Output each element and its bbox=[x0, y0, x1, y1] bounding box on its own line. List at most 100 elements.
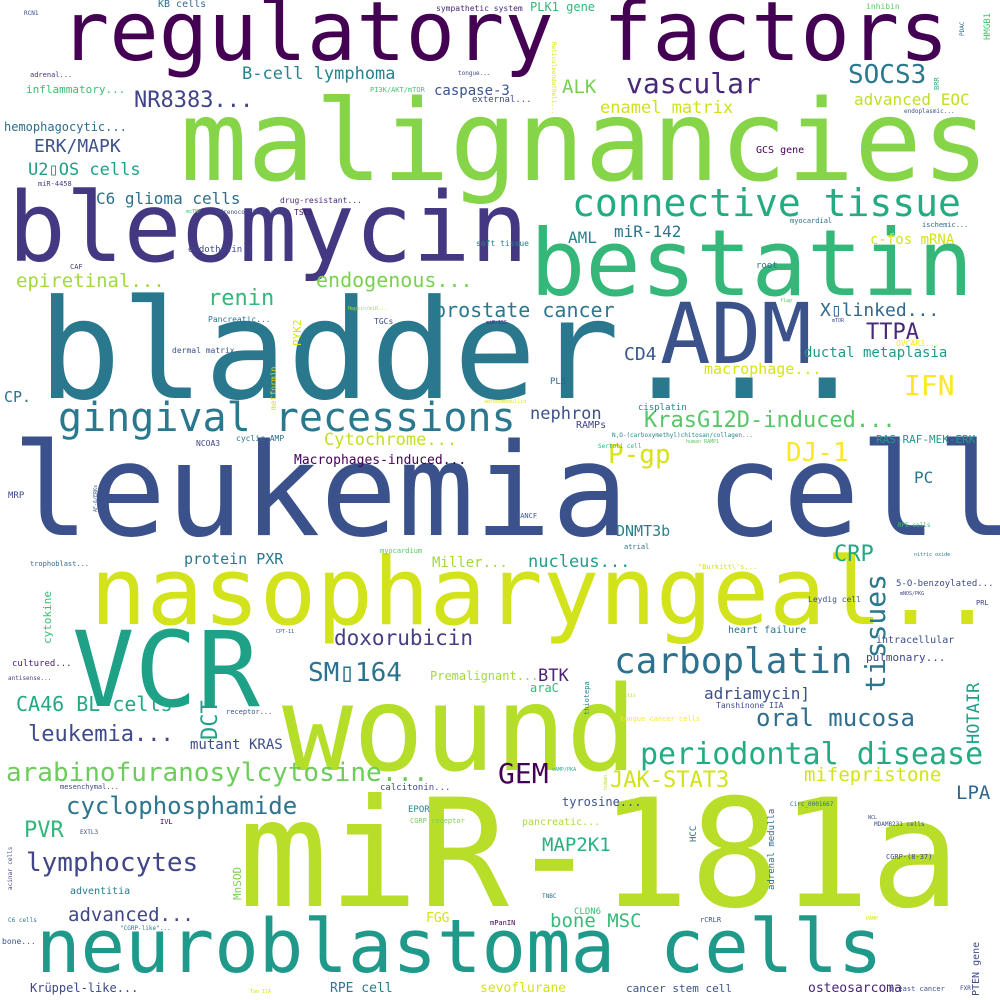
word-cloud-term: adrenal medulla bbox=[767, 808, 777, 890]
word-cloud-term: nephron bbox=[530, 404, 602, 424]
word-cloud-term: RAS-RAF-MEK-ERK bbox=[876, 433, 976, 446]
word-cloud-term: human RAMP1 bbox=[686, 439, 720, 445]
word-cloud-term: endoplasmic... bbox=[904, 108, 955, 115]
word-cloud-term: miR-155 bbox=[486, 320, 508, 326]
word-cloud-term: MnSOD bbox=[231, 866, 244, 900]
word-cloud-term: prostate cancer bbox=[434, 298, 615, 322]
word-cloud-term: Tanshinone IIA bbox=[716, 701, 784, 710]
word-cloud-term: advanced... bbox=[68, 904, 194, 926]
word-cloud-term: IVL bbox=[160, 818, 173, 826]
word-cloud-term: pulmonary... bbox=[866, 651, 946, 664]
word-cloud-term: DCT bbox=[198, 700, 223, 740]
word-cloud-term: Premalignant... bbox=[430, 669, 539, 683]
word-cloud-term: PTEN gene bbox=[971, 941, 982, 996]
word-cloud-term: AML bbox=[568, 228, 597, 247]
word-cloud-term: PLB bbox=[550, 377, 567, 387]
word-cloud-term: bone MSC bbox=[550, 910, 642, 932]
word-cloud-term: miR-4458 bbox=[38, 180, 72, 188]
word-cloud-term: CRP bbox=[834, 542, 874, 567]
word-cloud-term: sympathetic system bbox=[436, 4, 523, 13]
word-cloud-term: gingival recessions bbox=[58, 395, 516, 441]
word-cloud-term: KB cells bbox=[158, 0, 207, 10]
word-cloud-term: tissues bbox=[859, 573, 892, 692]
word-cloud-term: sevoflurane bbox=[480, 981, 567, 996]
word-cloud-term: receptor... bbox=[226, 708, 273, 716]
word-cloud-term: inhibin bbox=[866, 2, 900, 11]
word-cloud-term: C6 cells bbox=[8, 917, 37, 924]
word-cloud-term: flap bbox=[780, 298, 793, 304]
word-cloud-term: oral mucosa bbox=[756, 704, 915, 732]
word-cloud-term: leukemia... bbox=[28, 722, 174, 747]
word-cloud-term: PLK1 gene bbox=[530, 0, 596, 14]
word-cloud-term: wound bbox=[282, 660, 638, 798]
word-cloud-term: heart failure bbox=[728, 625, 807, 636]
word-cloud-term: LPA bbox=[956, 782, 991, 804]
word-cloud-term: ERK/MAPK bbox=[34, 136, 121, 157]
word-cloud-term: arabinofuranosylcytosine... bbox=[6, 758, 429, 788]
word-cloud-term: TSCs bbox=[294, 208, 314, 217]
word-cloud-term: Hepsin/miR... bbox=[348, 306, 388, 312]
word-cloud-term: nasopharyngeal... bbox=[90, 538, 1000, 647]
word-cloud-term: NCL bbox=[868, 815, 878, 821]
word-cloud-term: TTPA bbox=[866, 320, 919, 345]
word-cloud-term: GEM bbox=[498, 757, 549, 790]
word-cloud-term: human... bbox=[603, 765, 609, 790]
word-cloud-term: doxorubicin bbox=[334, 626, 474, 650]
word-cloud-term: malignancies bbox=[180, 77, 990, 207]
word-cloud-term: adrenocortical cell bbox=[216, 209, 285, 216]
word-cloud-term: GCS gene bbox=[756, 145, 805, 156]
word-cloud-term: drug-resistant... bbox=[280, 196, 362, 205]
word-cloud-term: bone... bbox=[2, 937, 36, 946]
word-cloud-term: EXTL3 bbox=[80, 829, 99, 836]
word-cloud-term: endogenous... bbox=[316, 268, 473, 292]
word-cloud-term: TGCs bbox=[374, 317, 394, 326]
word-cloud-term: X▯linked... bbox=[820, 300, 940, 321]
word-cloud-term: soft tissue bbox=[476, 239, 529, 248]
word-cloud-term: Krüppel-like... bbox=[30, 981, 139, 995]
word-cloud-term: Reticuloendotheli... bbox=[550, 42, 557, 115]
word-cloud-term: intracellular bbox=[876, 635, 955, 646]
word-cloud-term: HCC bbox=[689, 825, 699, 842]
word-cloud-term: thiotepa bbox=[583, 681, 591, 715]
word-cloud-term: 5-O-benzoylated... bbox=[896, 579, 994, 589]
word-cloud-term: endothelin 1 bbox=[188, 245, 254, 255]
word-cloud-term: C6 glioma cells bbox=[96, 189, 241, 208]
word-cloud-term: MDAMB231 cells bbox=[874, 821, 925, 828]
word-cloud-term: SM▯164 bbox=[308, 658, 402, 688]
word-cloud-term: RPE cells bbox=[898, 522, 931, 529]
word-cloud-term: BTK bbox=[538, 666, 569, 686]
word-cloud-term: PDAC bbox=[959, 21, 966, 36]
word-cloud-term: external... bbox=[472, 95, 532, 105]
word-cloud-term: mesenchymal... bbox=[60, 783, 120, 791]
word-cloud-term: PVR bbox=[24, 818, 64, 843]
word-cloud-term: Pancreatic... bbox=[208, 315, 271, 324]
word-cloud-term: calcitonin... bbox=[380, 783, 451, 793]
word-cloud-term: periodontal disease bbox=[640, 737, 984, 772]
word-cloud-term: ductal metaplasia bbox=[804, 345, 948, 361]
word-cloud-term: miR-142 bbox=[614, 222, 682, 241]
word-cloud-term: caspase-3 bbox=[434, 83, 510, 99]
word-cloud-term: inflammatory... bbox=[26, 83, 126, 96]
word-cloud-term: U2▯OS cells bbox=[28, 160, 141, 180]
word-cloud-term: CGRP-(8-37) bbox=[886, 853, 933, 861]
word-cloud-term: hemophagocytic... bbox=[4, 120, 127, 134]
word-cloud-term: DNMT3b bbox=[616, 522, 671, 540]
word-cloud-term: CGRP receptor bbox=[410, 817, 465, 825]
word-cloud-term: ischemic... bbox=[922, 221, 969, 229]
word-cloud-term: mcTNF bbox=[186, 209, 202, 215]
word-cloud-term: cAMP/PKA bbox=[552, 767, 577, 773]
word-cloud-term: DJ-1 bbox=[786, 438, 849, 468]
word-cloud-term: adrenal... bbox=[30, 71, 73, 79]
word-cloud-term: connective tissue bbox=[572, 181, 961, 225]
word-cloud-term: cyclic AMP bbox=[236, 434, 285, 443]
word-cloud-term: IFN bbox=[904, 369, 955, 402]
word-cloud-term: EPOR bbox=[408, 805, 430, 815]
word-cloud-term: atrial bbox=[624, 543, 650, 551]
word-cloud-term: adrenomedullin bbox=[484, 399, 527, 405]
word-cloud-term: BRR bbox=[933, 77, 941, 90]
word-cloud-term: NCOA3 bbox=[196, 439, 221, 448]
word-cloud-term: P-gp bbox=[608, 440, 671, 470]
word-cloud-term: enamel matrix bbox=[600, 98, 734, 118]
word-cloud-term: mutant KRAS bbox=[190, 737, 283, 753]
